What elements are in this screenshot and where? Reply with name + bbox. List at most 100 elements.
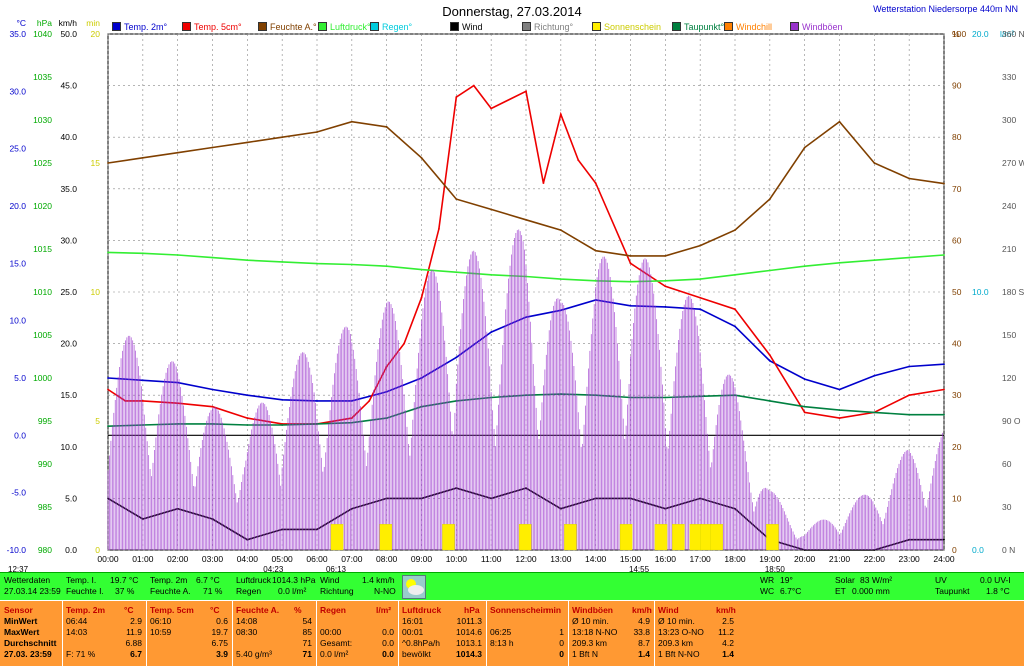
series-feuchte-a--point bbox=[107, 162, 109, 164]
series-feuchte-a--point bbox=[559, 229, 562, 231]
x-tick-label: 00:00 bbox=[97, 554, 119, 564]
feuchte-a-label: Feuchte A. bbox=[150, 586, 191, 596]
cell-value: 0.6 bbox=[216, 616, 228, 626]
legend-swatch bbox=[672, 22, 681, 31]
series-temp-2m-point bbox=[803, 378, 806, 381]
x-tick-label: 13:00 bbox=[550, 554, 572, 564]
uv-value: 0.0 UV-I bbox=[980, 575, 1011, 585]
legend-label: Wind bbox=[462, 22, 483, 32]
y-tick-label-left2: 1010 bbox=[33, 287, 52, 297]
y-tick-label-left1: 20.0 bbox=[9, 201, 26, 211]
series-feuchte-a--point bbox=[664, 254, 667, 257]
station-name: Wetterstation Niedersorpe 440m NN bbox=[873, 4, 1018, 14]
cell-time: 00:01 bbox=[402, 627, 424, 637]
series-temp-5cm-point bbox=[629, 262, 632, 265]
series-temp-5cm-point bbox=[403, 342, 405, 345]
series-luftdruck-point bbox=[176, 254, 179, 256]
series-temp-5cm-point bbox=[664, 285, 667, 288]
legend-item: Sonnenschein bbox=[592, 22, 661, 32]
cell-value: 11.9 bbox=[126, 627, 142, 637]
cell-time: Ø 10 min. bbox=[572, 616, 609, 626]
series-temp-2m-point bbox=[316, 400, 318, 402]
cell-time: 06:25 bbox=[490, 627, 512, 637]
x-tick-label: 10:00 bbox=[446, 554, 468, 564]
series-luftdruck-point bbox=[420, 268, 423, 271]
cell-value: 0.0 bbox=[382, 649, 394, 659]
cell-value: 71 bbox=[302, 638, 312, 648]
cell-time: 10:59 bbox=[150, 627, 172, 637]
y-tick-label-left4: 0 bbox=[95, 545, 100, 555]
x-tick-label: 17:00 bbox=[690, 554, 712, 564]
series-temp-2m-point bbox=[281, 398, 284, 401]
y-tick-label-left1: -5.0 bbox=[11, 488, 26, 498]
series-temp-2m-point bbox=[246, 394, 249, 397]
series-temp-5cm-point bbox=[472, 84, 475, 87]
series-taupunkt-point bbox=[838, 409, 841, 412]
cell-value: 4.9 bbox=[638, 616, 650, 626]
axis-unit-left2: hPa bbox=[37, 18, 52, 28]
legend-label: Feuchte A.° bbox=[270, 22, 317, 32]
column-separator bbox=[654, 601, 655, 666]
sensor-row-label: MinWert bbox=[4, 616, 38, 626]
y-tick-label-right1: 100 bbox=[952, 29, 966, 39]
y-tick-label-left2: 980 bbox=[38, 545, 52, 555]
series-temp-2m-point bbox=[943, 363, 945, 366]
series-feuchte-a--point bbox=[455, 198, 458, 201]
sensor-row-label: Sensor bbox=[4, 605, 33, 615]
legend-swatch bbox=[318, 22, 327, 31]
series-feuchte-a--point bbox=[246, 141, 249, 144]
legend-item: Taupunkt° bbox=[672, 22, 724, 32]
statistics-table: Sensor MinWert MaxWert Durchschnitt 27.03. 2… bbox=[0, 601, 1024, 666]
legend-swatch bbox=[790, 22, 799, 31]
series-luftdruck-point bbox=[490, 273, 493, 276]
cell-time: 13:18 N-NO bbox=[572, 627, 618, 637]
sun-time-marker: 12:37 bbox=[8, 565, 29, 572]
y-tick-label-left3: 10.0 bbox=[60, 442, 77, 452]
cell-value: 85 bbox=[302, 627, 312, 637]
legend-item: Wind bbox=[450, 22, 483, 32]
legend-swatch bbox=[112, 22, 121, 31]
wetterdaten-label: Wetterdaten bbox=[4, 575, 51, 585]
weather-chart: 00:00 01:00 02:00 03:00 04:00 05:00 06:00 07:00… bbox=[7, 18, 1024, 572]
cell-value: 1011.3 bbox=[456, 616, 482, 626]
series-temp-2m-point bbox=[873, 374, 876, 377]
y-tick-label-right2: 10.0 bbox=[972, 287, 989, 297]
legend-label: Regen° bbox=[382, 22, 413, 32]
sunshine-bar bbox=[330, 524, 344, 551]
y-tick-label-left3: 20.0 bbox=[60, 339, 77, 349]
series-temp-5cm-point bbox=[699, 296, 702, 299]
sun-time-marker: 06:13 bbox=[326, 565, 347, 572]
series-luftdruck-point bbox=[873, 259, 876, 262]
x-tick-label: 08:00 bbox=[376, 554, 398, 564]
y-tick-label-left1: 10.0 bbox=[9, 316, 26, 326]
y-tick-label-left3: 15.0 bbox=[60, 390, 77, 400]
x-tick-label: 07:00 bbox=[341, 554, 363, 564]
cell-value: 33.8 bbox=[633, 627, 650, 637]
series-feuchte-a--point bbox=[943, 182, 945, 185]
x-tick-label: 04:00 bbox=[237, 554, 259, 564]
column-unit: % bbox=[294, 605, 302, 615]
y-tick-label-right3: 30 bbox=[1002, 502, 1012, 512]
series-temp-5cm-point bbox=[107, 388, 109, 391]
uv-label: UV bbox=[935, 575, 947, 585]
y-tick-label-right1: 30 bbox=[952, 390, 962, 400]
series-temp-5cm-point bbox=[438, 228, 440, 230]
sunshine-bar bbox=[619, 524, 633, 551]
feuchte-i-value: 37 % bbox=[115, 586, 135, 596]
cell-time: 0.0 l/m² bbox=[320, 649, 349, 659]
sensor-row-label: MaxWert bbox=[4, 627, 40, 637]
wc-label: WC bbox=[760, 586, 775, 596]
x-tick-label: 16:00 bbox=[655, 554, 677, 564]
y-tick-label-left2: 1040 bbox=[33, 29, 52, 39]
x-tick-label: 15:00 bbox=[620, 554, 642, 564]
series-luftdruck-point bbox=[803, 265, 806, 268]
cell-time: 06:10 bbox=[150, 616, 172, 626]
cell-value: 1.4 bbox=[638, 649, 650, 659]
y-tick-label-left2: 1005 bbox=[33, 330, 52, 340]
series-feuchte-a--point bbox=[176, 151, 179, 154]
y-tick-label-left4: 20 bbox=[91, 29, 101, 39]
cell-value: 1 bbox=[559, 627, 564, 637]
x-tick-label: 22:00 bbox=[864, 554, 886, 564]
x-tick-label: 02:00 bbox=[167, 554, 189, 564]
wind-label: Wind bbox=[320, 575, 340, 585]
